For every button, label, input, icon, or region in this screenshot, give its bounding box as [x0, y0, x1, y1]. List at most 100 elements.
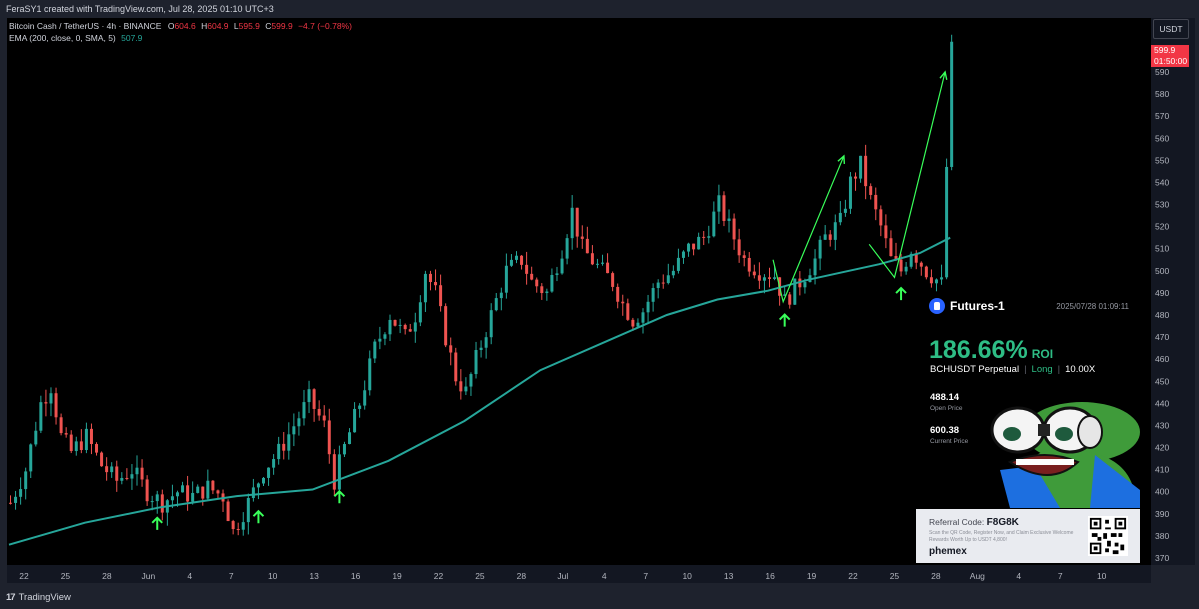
referral-note: Scan the QR Code, Register Now, and Clai…: [929, 530, 1074, 543]
candle-body: [621, 301, 625, 304]
candle-body: [191, 492, 195, 502]
candle-body: [348, 432, 352, 445]
x-tick-label: 7: [1058, 571, 1063, 581]
x-tick-label: 28: [517, 571, 527, 581]
ohlc-change: −4.7 (−0.78%): [298, 21, 352, 31]
candle-body: [454, 352, 458, 382]
candle-body: [479, 347, 483, 351]
candle-body: [342, 444, 346, 455]
y-tick-label: 550: [1155, 155, 1169, 165]
candle-body: [950, 41, 954, 167]
currency-selector[interactable]: USDT: [1153, 19, 1189, 39]
candle-body: [74, 441, 78, 452]
candle-body: [717, 195, 721, 212]
card-brand: Futures-1: [950, 299, 1005, 313]
chart-credit: FeraSY1 created with TradingView.com, Ju…: [6, 4, 274, 14]
candle-body: [570, 207, 574, 239]
price-axis[interactable]: [1151, 18, 1195, 565]
position-pair: BCHUSDT Perpetual: [930, 364, 1020, 375]
candle-body: [773, 277, 777, 279]
candle-body: [398, 324, 402, 326]
y-tick-label: 420: [1155, 443, 1169, 453]
candle-body: [874, 194, 878, 210]
candle-body: [322, 415, 326, 421]
candle-body: [332, 454, 336, 490]
candle-body: [403, 324, 407, 330]
y-tick-label: 390: [1155, 509, 1169, 519]
referral-panel: Referral Code: F8G8K Scan the QR Code, R…: [916, 509, 1140, 563]
candle-body: [525, 264, 529, 274]
candle-body: [940, 277, 944, 280]
time-axis[interactable]: [7, 565, 1151, 583]
ema-label: EMA (200, close, 0, SMA, 5): [9, 33, 116, 43]
candle-body: [79, 441, 83, 451]
candle-body: [692, 243, 696, 250]
candle-body: [413, 322, 417, 332]
candle-body: [125, 477, 129, 479]
pattern-projection-line: [868, 71, 946, 279]
candle-body: [545, 291, 549, 294]
candle-body: [722, 195, 726, 221]
plot-area[interactable]: [7, 18, 1151, 565]
ohlc-low: 595.9: [238, 21, 260, 31]
candle-body: [560, 258, 564, 274]
last-price: 599.9: [1154, 45, 1176, 55]
candle-body: [49, 393, 53, 404]
x-tick-label: 13: [724, 571, 734, 581]
candle-body: [580, 236, 584, 239]
current-price-label: Current Price: [930, 438, 969, 445]
candle-body: [428, 273, 432, 283]
bar-countdown: 01:50:00: [1154, 56, 1188, 66]
referral-code-line: Referral Code: F8G8K: [929, 517, 1019, 528]
candle-body: [676, 257, 680, 271]
candle-body: [459, 381, 463, 392]
candle-body: [241, 522, 245, 530]
candle-body: [408, 329, 412, 332]
candle-body: [535, 279, 539, 287]
open-price-value: 488.14: [930, 392, 960, 403]
x-tick-label: 16: [351, 571, 361, 581]
candle-body: [302, 402, 306, 419]
x-tick-label: 13: [309, 571, 319, 581]
support-bounce-arrow-icon: [778, 313, 791, 327]
candle-body: [783, 294, 787, 296]
referral-qr-code[interactable]: [1088, 516, 1128, 556]
referral-code[interactable]: F8G8K: [986, 517, 1019, 528]
candle-body: [449, 345, 453, 353]
candle-body: [211, 480, 215, 491]
candle-body: [793, 278, 797, 305]
candle-body: [752, 271, 756, 276]
x-tick-label: 28: [931, 571, 941, 581]
candle-body: [555, 273, 559, 275]
candle-body: [848, 176, 852, 209]
y-tick-label: 460: [1155, 354, 1169, 364]
candle-body: [29, 444, 33, 472]
candle-body: [702, 236, 706, 238]
y-tick-label: 480: [1155, 310, 1169, 320]
candle-body: [484, 337, 488, 348]
candle-body: [145, 479, 149, 502]
roi-display: 186.66% ROI: [929, 336, 1053, 365]
candle-body: [904, 266, 908, 272]
y-tick-label: 400: [1155, 487, 1169, 497]
candle-body: [929, 277, 933, 284]
candle-body: [175, 492, 179, 497]
candle-body: [768, 277, 771, 279]
open-price-label: Open Price: [930, 405, 963, 412]
x-tick-label: 22: [848, 571, 858, 581]
candle-body: [337, 454, 341, 490]
candle-body: [246, 498, 250, 523]
candle-body: [707, 236, 711, 238]
candle-body: [520, 255, 524, 265]
candle-body: [732, 218, 736, 240]
candle-body: [666, 275, 670, 284]
candle-body: [864, 155, 868, 187]
candle-body: [115, 466, 119, 481]
x-tick-label: 25: [61, 571, 71, 581]
current-price-value: 600.38: [930, 425, 960, 436]
candle-body: [884, 225, 888, 239]
ema-legend[interactable]: EMA (200, close, 0, SMA, 5) 507.9: [9, 33, 142, 43]
candle-body: [515, 255, 518, 260]
candle-body: [358, 405, 362, 409]
